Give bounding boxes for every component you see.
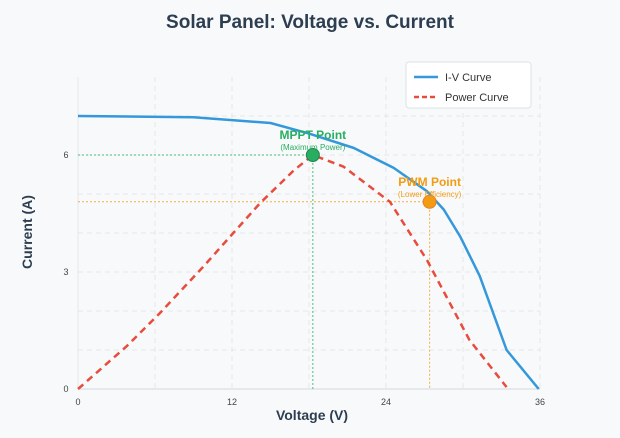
legend-box [405,61,532,109]
legend: I-V Curve Power Curve [405,61,532,109]
iv-curve-line [77,114,540,390]
pwm-label: PWM Point [398,175,461,189]
annotations: MPPT Point(Maximum Power) PWM Point(Lower… [280,128,462,209]
x-tick-label: 36 [535,397,545,407]
x-axis-label: Voltage (V) [276,407,348,423]
mppt-point-marker [305,148,320,162]
x-tick-label: 12 [227,397,237,407]
y-tick-label: 6 [63,150,68,160]
x-tick-label: 24 [381,397,391,407]
pwm-sublabel: (Lower Efficiency) [398,190,462,199]
power-curve-line [77,153,508,390]
series-layer [77,114,540,390]
mppt-sublabel: (Maximum Power) [280,143,345,152]
pwm-point-marker [422,194,437,209]
x-tick-label: 0 [75,397,80,407]
legend-label-iv: I-V Curve [445,72,491,84]
legend-label-power: Power Curve [445,92,509,104]
grid [77,77,541,389]
y-tick-label: 0 [63,384,68,394]
mppt-label: MPPT Point [280,128,347,142]
chart-title: Solar Panel: Voltage vs. Current [166,12,455,33]
y-tick-label: 3 [63,267,68,277]
y-axis-label: Current (A) [19,195,35,269]
